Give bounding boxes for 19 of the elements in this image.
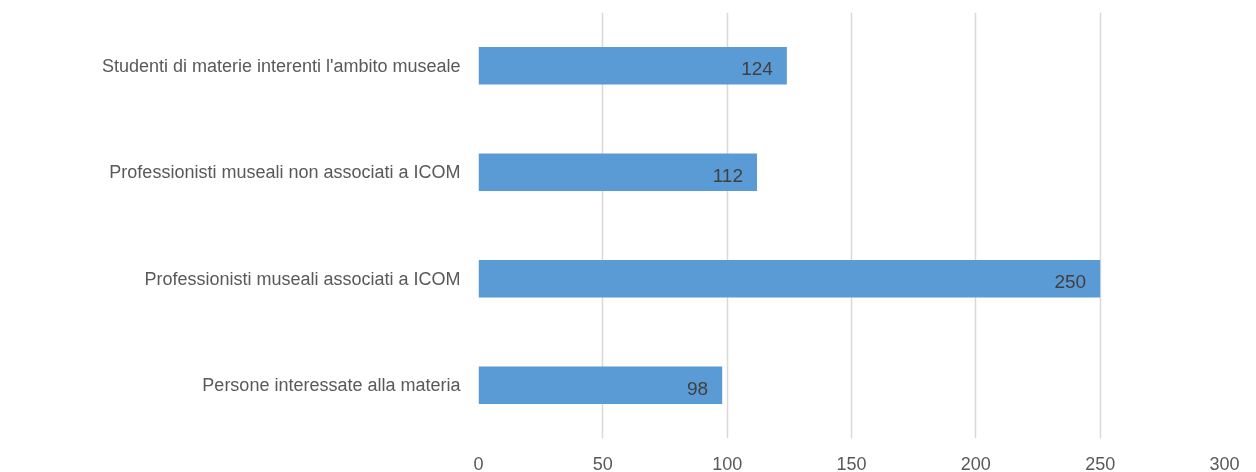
x-tick-label: 0 — [473, 453, 484, 472]
x-tick-label: 300 — [1209, 453, 1240, 472]
data-label: 98 — [687, 377, 709, 399]
x-tick-label: 100 — [712, 453, 743, 472]
y-tick-label: Studenti di materie interenti l'ambito museale — [101, 55, 461, 76]
data-label: 250 — [1054, 271, 1087, 293]
y-tick-label: Professionisti museali associati a ICOM — [144, 268, 461, 289]
data-label: 124 — [741, 58, 774, 80]
bar — [478, 366, 723, 404]
y-tick-label: Professionisti museali non associati a ICOM — [109, 162, 461, 183]
x-tick-label: 250 — [1085, 453, 1116, 472]
bar — [478, 260, 1101, 298]
bar — [478, 47, 787, 85]
bar — [478, 153, 758, 191]
x-tick-label: 50 — [592, 453, 613, 472]
data-label: 112 — [712, 164, 744, 186]
x-tick-label: 200 — [960, 453, 991, 472]
y-tick-label: Persone interessate alla materia — [202, 375, 462, 396]
x-tick-label: 150 — [836, 453, 867, 472]
